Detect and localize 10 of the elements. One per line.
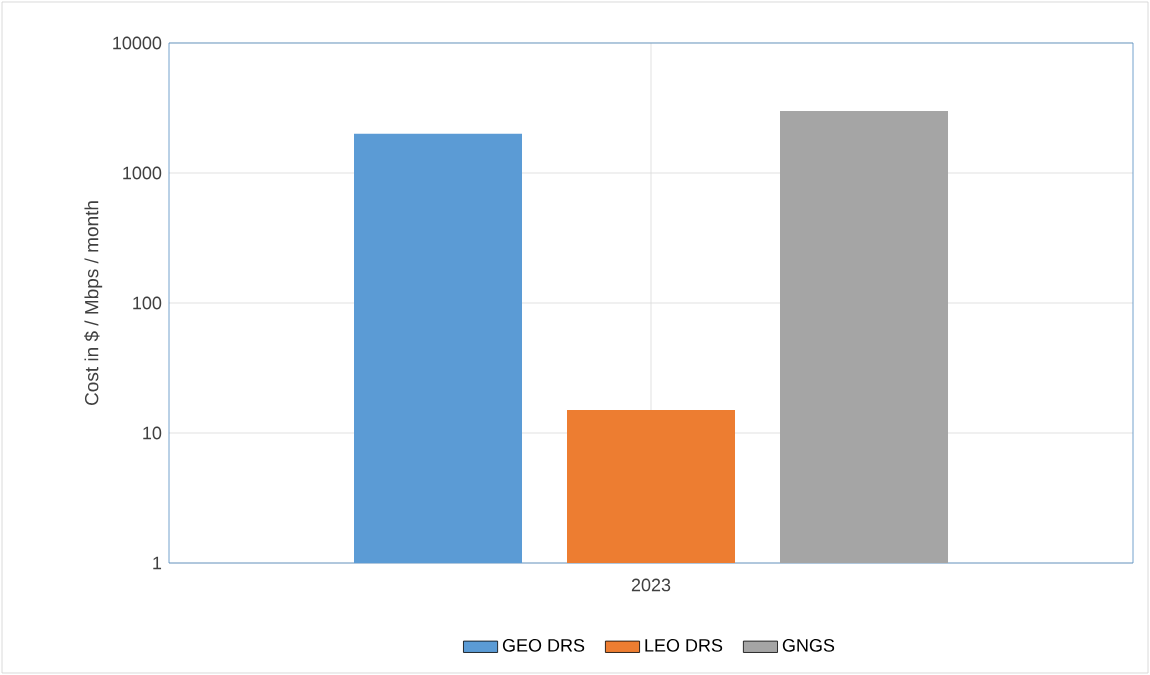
- x-tick-label: 2023: [631, 578, 671, 592]
- y-tick-label: 1: [153, 556, 162, 570]
- y-tick-label: 10: [143, 426, 162, 440]
- y-tick-label: 100: [133, 296, 162, 310]
- legend-label: GNGS: [782, 638, 835, 652]
- legend-label: GEO DRS: [502, 638, 585, 652]
- y-tick-label: 10000: [113, 36, 162, 50]
- legend-label: LEO DRS: [645, 638, 723, 652]
- y-axis-title: Cost in $ / Mbps / month: [84, 201, 103, 405]
- y-tick-label: 1000: [123, 166, 162, 180]
